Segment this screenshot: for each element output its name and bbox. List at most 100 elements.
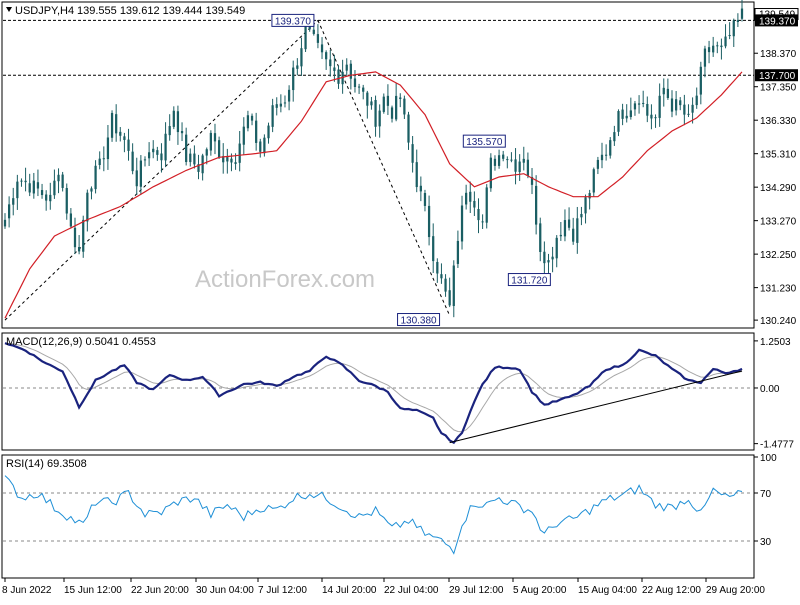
candle-body [238,143,241,163]
candle-body [275,104,278,108]
price-candles [3,0,744,318]
candle-body [40,190,44,196]
candle-body [403,98,406,115]
triangle-down-icon [6,7,12,12]
candle-body [226,157,229,162]
price-tick-label: 136.330 [760,116,797,127]
candle-body [506,159,509,161]
candle-body [555,237,558,259]
candle-body [687,113,690,115]
candle-body [662,87,665,95]
candle-body [567,219,571,228]
candle-body [423,192,427,206]
candle-body [572,228,575,242]
candle-body [152,148,155,153]
candle-body [61,174,64,188]
candle-body [493,158,497,166]
candle-body [637,103,641,105]
candle-body [147,152,151,159]
candle-body [53,180,56,196]
candle-body [642,102,645,104]
candle-body [143,159,147,161]
candle-body [312,29,315,34]
candle-body [32,180,35,194]
time-tick-label: 15 Aug 04:00 [578,585,637,596]
candle-body [110,112,114,138]
candle-body [259,141,262,152]
candle-body [609,140,612,156]
candle-body [617,111,620,132]
candle-body [16,181,19,199]
price-levels [3,19,754,76]
macd-tick-label: -1.4777 [760,440,794,451]
candle-body [646,103,649,116]
candle-body [296,65,299,69]
candle-body [473,200,476,208]
candle-body [691,104,694,113]
candle-body [411,144,414,163]
price-tick-label: 137.350 [760,83,797,94]
candle-body [168,126,171,136]
level-price-label: 139.370 [759,16,796,27]
level-price-box [755,14,798,27]
candle-body [621,109,624,119]
candle-body [45,194,48,201]
candle-body [164,133,167,161]
candle-body [320,44,324,53]
time-tick-label: 22 Jun 20:00 [131,585,189,596]
candle-body [135,170,138,187]
candle-body [106,137,110,160]
candle-body [596,159,600,169]
candle-body [740,8,744,19]
price-tick-label: 132.250 [760,250,797,261]
candle-body [485,187,488,223]
candle-body [530,176,534,185]
candle-body [399,97,402,99]
candle-body [625,115,628,119]
swing-label-box [507,273,551,287]
candle-body [255,120,258,143]
candle-body [189,153,192,163]
candle-body [518,161,521,173]
rsi-panel-frame [1,454,755,579]
time-tick-label: 22 Aug 12:00 [642,585,701,596]
ohlc-values: 139.555 139.612 139.444 139.549 [77,5,245,17]
macd-panel-frame [1,332,755,451]
candle-body [502,154,505,159]
rsi-line [4,475,743,555]
candle-body [209,132,212,151]
candle-body [559,234,562,237]
candle-body [489,157,492,189]
candle-body [514,159,517,172]
candle-body [176,111,180,133]
candle-body [73,227,77,248]
candle-body [292,67,295,91]
macd-tick-label: 0.00 [760,384,780,395]
candle-body [304,24,307,50]
macd-tick-label: 1.2503 [760,337,791,348]
moving-average-line [4,71,743,319]
candle-body [592,169,595,193]
candle-body [65,188,68,214]
candle-body [563,220,567,237]
macd-title: MACD(12,26,9) 0.5041 0.4553 [6,336,156,348]
macd-line [4,342,743,445]
candle-body [12,198,15,205]
candle-body [551,256,554,260]
candle-body [57,174,60,182]
candle-body [543,251,546,264]
candle-body [395,95,398,120]
rsi-axis: 100 70 30 [754,453,777,548]
swing-label: 131.720 [511,276,548,287]
time-axis: 8 Jun 2022 15 Jun 12:00 22 Jun 20:00 30 Jun… [2,578,765,596]
candle-body [547,260,550,263]
candle-body [49,194,52,202]
candle-body [20,180,23,182]
candle-body [683,104,686,115]
macd-signal-line [4,342,743,433]
candle-body [345,64,348,71]
candle-body [366,92,369,106]
candle-body [127,139,130,151]
candle-body [172,110,175,127]
